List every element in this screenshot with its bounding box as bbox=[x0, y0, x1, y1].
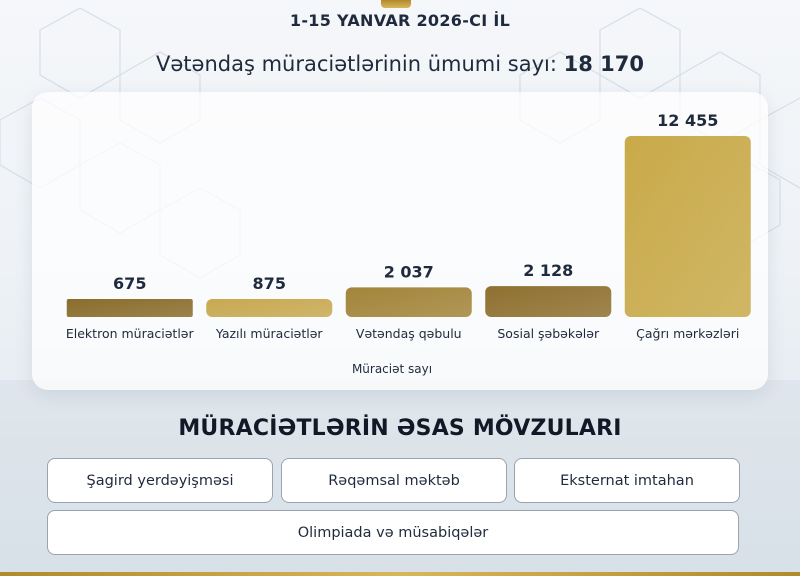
bar-4 bbox=[485, 286, 612, 317]
bar-value-label-1: 675 bbox=[113, 274, 146, 293]
topic-olympiads-competitions: Olimpiada və müsabiqələr bbox=[47, 510, 739, 555]
bar-5 bbox=[624, 136, 751, 317]
topic-external-exam: Eksternat imtahan bbox=[514, 458, 740, 503]
bar-3 bbox=[345, 287, 472, 317]
report-period: 1-15 YANVAR 2026-CI İL bbox=[289, 11, 511, 30]
topics-title: MÜRACİƏTLƏRİN ƏSAS MÖVZULARI bbox=[178, 416, 622, 441]
bar-value-label-3: 2 037 bbox=[384, 262, 434, 281]
category-label-3: Vətəndaş qəbulu bbox=[356, 326, 462, 341]
bottom-accent-strip bbox=[0, 572, 800, 576]
bar-chart: 675 Elektron müraciətlər 875 Yazılı müraciə… bbox=[66, 111, 751, 376]
bar-2 bbox=[206, 299, 333, 317]
category-label-2: Yazılı müraciətlər bbox=[215, 326, 324, 341]
topic-digital-school: Rəqəmsal məktəb bbox=[281, 458, 507, 503]
x-axis-label: Müraciət sayı bbox=[352, 362, 432, 376]
category-label-4: Sosial şəbəkələr bbox=[497, 326, 600, 341]
chart-card: 675 Elektron müraciətlər 875 Yazılı müraciə… bbox=[32, 92, 768, 390]
total-requests-line: Vətəndaş müraciətlərinin ümumi sayı: 18 … bbox=[0, 52, 800, 76]
category-label-1: Elektron müraciətlər bbox=[66, 326, 195, 341]
category-label-5: Çağrı mərkəzləri bbox=[636, 326, 739, 341]
bar-value-label-5: 12 455 bbox=[657, 111, 718, 130]
bar-1 bbox=[66, 299, 193, 317]
total-requests-label: Vətəndaş müraciətlərinin ümumi sayı: bbox=[156, 52, 557, 76]
bar-value-label-2: 875 bbox=[253, 274, 286, 293]
topic-student-transfer: Şagird yerdəyişməsi bbox=[47, 458, 273, 503]
logo-fragment bbox=[381, 0, 411, 8]
total-requests-value: 18 170 bbox=[563, 52, 644, 76]
bar-value-label-4: 2 128 bbox=[523, 261, 573, 280]
